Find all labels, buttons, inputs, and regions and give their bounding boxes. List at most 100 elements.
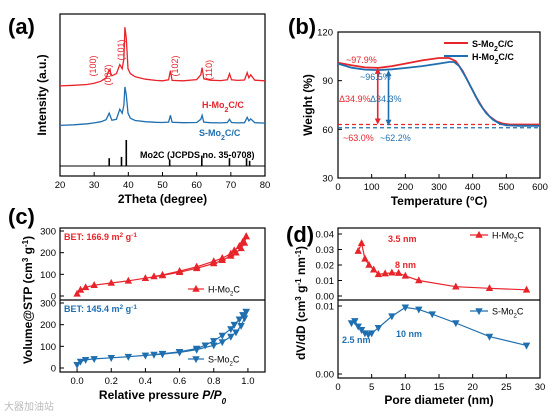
data-point <box>218 253 226 261</box>
peak-label: 10 nm <box>396 329 422 339</box>
x-tick-label: 60 <box>191 180 202 191</box>
legend-marker <box>192 284 200 292</box>
x-tick-label: 25 <box>501 382 512 393</box>
data-point <box>76 358 85 366</box>
annotation-label: ~62.2% <box>380 133 411 143</box>
data-point <box>210 257 218 265</box>
arrowhead-blue <box>385 70 392 77</box>
y-tick-label: 0 <box>51 292 56 303</box>
data-point <box>374 270 383 278</box>
data-point <box>90 281 98 288</box>
x-axis-title: Pore diameter (nm) <box>384 393 493 407</box>
y-tick-label: 0.00 <box>316 370 335 381</box>
legend-marker <box>475 230 483 238</box>
y-axis-title: Intensity (a.u.) <box>35 54 49 135</box>
data-point <box>141 352 150 360</box>
x-tick-label: 1.0 <box>241 376 254 387</box>
data-point <box>452 320 460 328</box>
x-tick-label: 500 <box>498 182 514 193</box>
data-point <box>227 326 235 334</box>
y-tick-label: 30 <box>322 174 333 185</box>
arrowhead-red <box>374 118 381 125</box>
y-tick-label: 0.00 <box>316 292 335 303</box>
x-tick-label: 40 <box>123 180 134 191</box>
legend-label: H-Mo2C <box>208 285 240 298</box>
data-point <box>415 306 423 314</box>
data-point <box>428 311 436 319</box>
annotation-label: ~97.9% <box>346 55 377 65</box>
data-point <box>124 353 133 361</box>
panel-label-a: (a) <box>8 14 35 39</box>
data-point <box>175 348 184 356</box>
data-point <box>367 330 376 338</box>
data-point <box>401 271 410 279</box>
annotation-label: ~63.0% <box>343 133 374 143</box>
x-tick-label: 20 <box>55 180 66 191</box>
x-tick-label: 5 <box>369 382 374 393</box>
x-tick-label: 0.8 <box>207 376 220 387</box>
data-point <box>522 285 531 293</box>
x-tick-label: 30 <box>535 382 546 393</box>
x-tick-label: 15 <box>434 382 445 393</box>
y-tick-label: 0.04 <box>316 230 335 241</box>
data-point <box>227 249 235 257</box>
data-point <box>239 312 247 320</box>
y-axis-title: dV/dD (cm3 g-1 nm-1) <box>294 246 309 360</box>
annotation-label: ~96.5% <box>360 72 391 82</box>
y-tick-label: 0 <box>51 364 56 375</box>
data-point <box>158 350 167 358</box>
data-point <box>347 320 356 328</box>
bet-label: BET: 145.4 m2 g-1 <box>64 304 137 315</box>
data-point <box>357 239 366 247</box>
peak-label: (102) <box>170 55 180 76</box>
data-point <box>81 356 90 364</box>
data-point <box>388 268 396 276</box>
x-axis-title: Relative pressure P/P0 <box>99 388 227 406</box>
x-tick-label: 50 <box>157 180 168 191</box>
x-tick-label: 30 <box>89 180 100 191</box>
data-point <box>150 272 158 280</box>
y-tick-label: 0.01 <box>316 302 335 313</box>
x-tick-label: 0.4 <box>139 376 152 387</box>
data-point <box>361 254 369 262</box>
y-tick-label: 100 <box>40 270 56 281</box>
data-point <box>230 321 238 329</box>
data-point <box>354 246 362 254</box>
bet-label: BET: 166.9 m2 g-1 <box>64 232 137 243</box>
y-tick-label: 0.02 <box>316 261 335 272</box>
x-tick-label: 0.0 <box>70 376 83 387</box>
panel-label-b: (b) <box>288 14 316 39</box>
data-point <box>76 285 85 293</box>
arrowhead-red <box>374 67 381 74</box>
x-tick-label: 0 <box>335 382 340 393</box>
panel-label-d: (d) <box>286 222 314 247</box>
data-point <box>369 265 378 273</box>
panel-a-xrd: (a) 20 30 40 50 60 70 80 2Theta (degree) Intensit… <box>8 13 270 206</box>
data-point <box>242 232 250 240</box>
x-tick-label: 600 <box>532 182 548 193</box>
x-axis-title: Temperature (°C) <box>391 194 488 208</box>
data-point <box>150 351 158 359</box>
data-point <box>232 329 240 337</box>
x-tick-label: 0 <box>335 182 340 193</box>
panel-b-tga: (b) 0 100 200 300 400 500 600 30 60 90 120 Temperatu… <box>288 14 548 208</box>
data-point <box>227 333 235 341</box>
x-tick-label: 100 <box>364 182 380 193</box>
y-tick-label: 100 <box>40 342 56 353</box>
data-point <box>522 342 531 350</box>
data-point <box>237 322 245 330</box>
series-line-h-mo2c-c <box>59 27 266 87</box>
x-tick-label: 400 <box>465 182 481 193</box>
data-point <box>235 316 244 324</box>
legend-label: S-Mo2C <box>492 307 524 320</box>
data-point <box>388 313 396 321</box>
data-point <box>394 268 403 276</box>
peak-label: (101) <box>116 39 126 60</box>
data-point <box>81 283 90 291</box>
x-tick-label: 0.6 <box>173 376 186 387</box>
x-tick-label: 10 <box>400 382 411 393</box>
data-point <box>381 269 389 277</box>
data-point <box>175 266 184 274</box>
legend-marker <box>475 308 483 316</box>
